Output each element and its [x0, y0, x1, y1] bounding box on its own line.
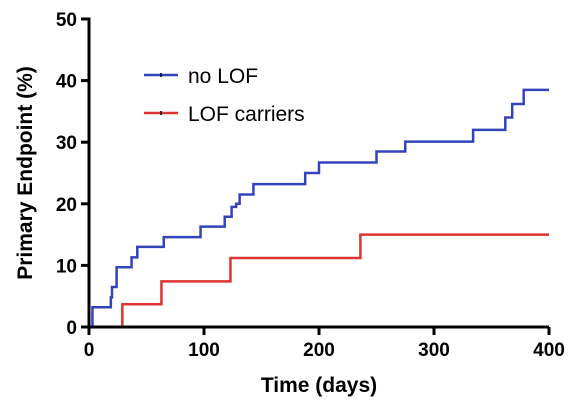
x-tick-label: 400 — [533, 340, 565, 361]
y-tick-label: 50 — [56, 10, 77, 31]
x-tick-label: 100 — [188, 340, 220, 361]
y-tick-label: 20 — [56, 195, 77, 216]
x-tick-label: 300 — [418, 340, 450, 361]
x-tick-label: 200 — [303, 340, 335, 361]
y-axis-title: Primary Endpoint (%) — [14, 66, 37, 280]
legend-label: no LOF — [188, 65, 258, 88]
x-axis-title: Time (days) — [261, 374, 377, 397]
y-tick-label: 10 — [56, 256, 77, 277]
series-line-lof-carriers — [89, 233, 549, 329]
series-line-no-lof — [89, 88, 549, 329]
series-layer — [89, 88, 549, 329]
y-tick-label: 30 — [56, 133, 77, 154]
legend: no LOF LOF carriers — [144, 65, 305, 126]
y-axis-ticks: 0 10 20 30 40 50 — [56, 10, 89, 339]
y-tick-label: 40 — [56, 72, 77, 93]
legend-label: LOF carriers — [188, 103, 305, 126]
x-tick-label: 0 — [84, 340, 95, 361]
x-axis-ticks: 0 100 200 300 400 — [84, 327, 565, 361]
y-tick-label: 0 — [66, 318, 77, 339]
